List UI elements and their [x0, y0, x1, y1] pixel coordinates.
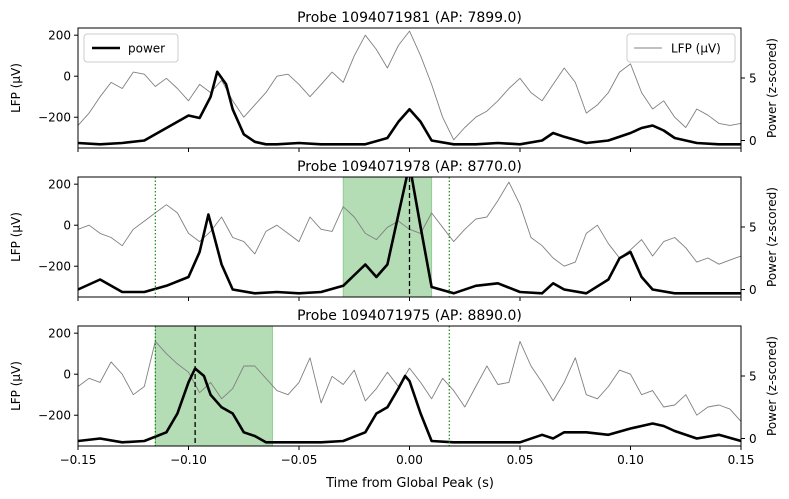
y-tick-label: 0 — [63, 368, 71, 382]
panel-1: Probe 1094071981 (AP: 7899.0) −200 0 200 0 5 L… — [9, 10, 779, 152]
x-tick-label: 0.05 — [507, 453, 534, 467]
y-tick-label: 200 — [48, 178, 71, 192]
y-tick-label: −200 — [38, 111, 71, 125]
y2-axis-label: Power (z-scored) — [765, 336, 779, 436]
y-axis-label: LFP (µV) — [9, 63, 23, 113]
power-series-line — [78, 367, 741, 444]
y-tick-label: 0 — [63, 219, 71, 233]
x-tick-label: 0.10 — [617, 453, 644, 467]
shaded-region — [154, 325, 273, 447]
legend-lfp-box — [626, 33, 736, 63]
panel-3: Probe 1094071975 (AP: 8890.0) −200 0 200 0 5 L… — [9, 308, 779, 467]
y2-axis-label: Power (z-scored) — [765, 38, 779, 138]
power-series-line — [78, 70, 741, 146]
x-tick-label: 0.15 — [728, 453, 755, 467]
y2-tick-label: 5 — [749, 221, 757, 235]
lfp-series-line — [78, 340, 741, 422]
y-axis-label: LFP (µV) — [9, 361, 23, 411]
x-axis-label: Time from Global Peak (s) — [325, 476, 494, 491]
y-tick-label: 200 — [48, 29, 71, 43]
y-tick-label: −200 — [38, 260, 71, 274]
y-tick-label: 0 — [63, 70, 71, 84]
x-tick-label: 0.00 — [396, 453, 423, 467]
y2-tick-label: 0 — [749, 134, 757, 148]
panel-title: Probe 1094071975 (AP: 8890.0) — [297, 308, 522, 324]
y2-tick-label: 5 — [749, 370, 757, 384]
lfp-series-line — [78, 30, 741, 141]
y2-tick-label: 0 — [749, 432, 757, 446]
shaded-region — [342, 176, 433, 298]
y-tick-label: 200 — [48, 327, 71, 341]
power-series-line — [78, 177, 741, 295]
legend-lfp-label: LFP (µV) — [671, 42, 721, 56]
x-tick-label: −0.10 — [170, 453, 207, 467]
y2-axis-label: Power (z-scored) — [765, 187, 779, 287]
y2-tick-label: 5 — [749, 72, 757, 86]
y-axis-label: LFP (µV) — [9, 212, 23, 262]
panel-2: Probe 1094071978 (AP: 8770.0) −200 0 200 0 5 L… — [9, 159, 779, 301]
x-tick-label: −0.15 — [60, 453, 97, 467]
panel-title: Probe 1094071978 (AP: 8770.0) — [297, 159, 522, 175]
y-tick-label: −200 — [38, 409, 71, 423]
y2-tick-label: 0 — [749, 283, 757, 297]
x-tick-label: −0.05 — [281, 453, 318, 467]
panel-title: Probe 1094071981 (AP: 7899.0) — [297, 10, 522, 26]
legend-power-label: power — [128, 42, 165, 56]
legend-power-box — [83, 33, 179, 63]
